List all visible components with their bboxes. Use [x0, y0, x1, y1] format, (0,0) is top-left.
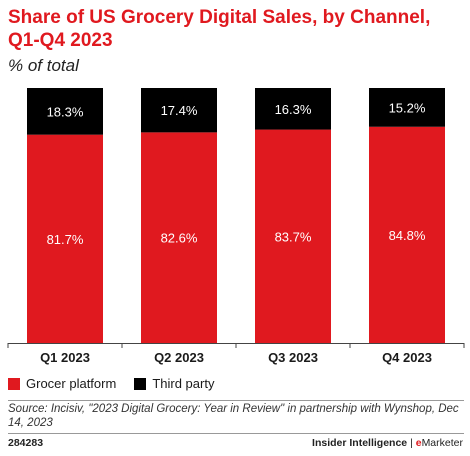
bar-grocer-platform-4 — [369, 126, 445, 343]
x-tick-label-4: Q4 2023 — [382, 350, 432, 365]
brand-separator: | — [407, 437, 416, 449]
chart-id: 284283 — [8, 437, 44, 449]
brand-e: e — [415, 437, 422, 449]
data-label-grocer-platform-1: 81.7% — [47, 232, 84, 247]
data-label-third-party-2: 17.4% — [161, 103, 198, 118]
source-note: Source: Incisiv, "2023 Digital Grocery: … — [8, 403, 459, 429]
bar-grocer-platform-1 — [27, 134, 103, 343]
data-label-third-party-3: 16.3% — [275, 102, 312, 117]
bar-grocer-platform-2 — [141, 132, 217, 343]
data-label-grocer-platform-2: 82.6% — [161, 231, 198, 246]
data-label-third-party-4: 15.2% — [389, 100, 426, 115]
legend: Grocer platform Third party — [8, 376, 232, 391]
data-label-grocer-platform-4: 84.8% — [389, 228, 426, 243]
legend-swatch-third-party — [134, 377, 147, 390]
legend-label-third-party: Third party — [152, 376, 215, 391]
brand-insider-intelligence: Insider Intelligence — [312, 437, 408, 449]
bar-third-party-2 — [141, 88, 217, 133]
legend-label-grocer-platform: Grocer platform — [26, 376, 117, 391]
chart-subtitle: % of total — [8, 56, 79, 75]
bar-third-party-1 — [27, 88, 103, 135]
bar-third-party-4 — [369, 88, 445, 127]
legend-item-grocer-platform: Grocer platform — [8, 376, 116, 391]
brand-marketer: Marketer — [421, 437, 463, 449]
x-tick-label-2: Q2 2023 — [154, 350, 204, 365]
x-tick-label-3: Q3 2023 — [268, 350, 318, 365]
bar-third-party-3 — [255, 88, 331, 130]
x-tick-label-1: Q1 2023 — [40, 350, 90, 365]
bar-grocer-platform-3 — [255, 129, 331, 343]
chart-title: Share of US Grocery Digital Sales, by Ch… — [8, 7, 431, 51]
footer-divider — [8, 433, 464, 434]
stacked-bar-chart: 81.7% 18.3% Q1 2023 82.6% 17.4% Q2 2023 83.7% 1… — [7, 88, 465, 365]
legend-swatch-grocer-platform — [8, 377, 20, 390]
brand-logo: Insider Intelligence | eMarketer — [312, 437, 463, 449]
data-label-third-party-1: 18.3% — [47, 104, 84, 119]
source-divider — [8, 400, 464, 401]
data-label-grocer-platform-3: 83.7% — [275, 229, 312, 244]
legend-item-third-party: Third party — [134, 376, 214, 391]
